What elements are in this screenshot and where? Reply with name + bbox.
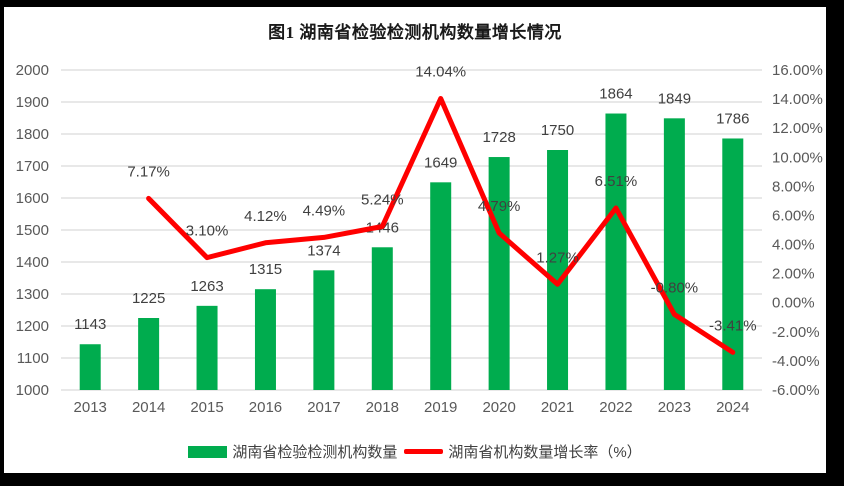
bar-value-label: 1750 xyxy=(541,122,574,139)
bar-2024[interactable] xyxy=(722,138,744,390)
chart-frame: 图1 湖南省检验检测机构数量增长情况 2000 1900 1800 1700 1600 1… xyxy=(4,7,826,473)
legend-label-bars: 湖南省检验检测机构数量 xyxy=(232,444,398,461)
left-axis-tick-label: 1800 xyxy=(16,126,49,143)
left-axis-tick-label: 1900 xyxy=(16,94,49,111)
x-axis-tick-label: 2020 xyxy=(482,399,515,416)
x-axis-tick-label: 2015 xyxy=(190,399,223,416)
bar-2022[interactable] xyxy=(605,113,627,391)
right-axis-tick-label: 14.00% xyxy=(772,91,823,108)
left-axis-tick-label: 1500 xyxy=(16,222,49,239)
right-axis-tick-label: 4.00% xyxy=(772,237,815,254)
line-value-label: 14.04% xyxy=(415,64,466,81)
bar-value-label: 1864 xyxy=(599,86,632,103)
bar-2017[interactable] xyxy=(313,270,335,390)
line-value-label: 3.10% xyxy=(186,223,229,240)
chart-legend: 湖南省检验检测机构数量 湖南省机构数量增长率（%） xyxy=(4,441,826,462)
bar-value-label: 1315 xyxy=(249,261,282,278)
line-value-label: 7.17% xyxy=(127,163,170,180)
right-axis-tick-label: 0.00% xyxy=(772,295,815,312)
bar-value-label: 1649 xyxy=(424,154,457,171)
x-axis-tick-label: 2014 xyxy=(132,399,165,416)
x-axis-tick-label: 2024 xyxy=(716,399,749,416)
line-value-label: 4.49% xyxy=(303,202,346,219)
right-axis-tick-label: -2.00% xyxy=(772,324,820,341)
bar-value-label: 1786 xyxy=(716,110,749,127)
bar-2023[interactable] xyxy=(663,118,685,390)
bar-value-label: 1374 xyxy=(307,242,340,259)
line-value-label: -3.41% xyxy=(709,317,757,334)
left-axis-tick-label: 1600 xyxy=(16,190,49,207)
left-axis-tick-label: 1400 xyxy=(16,254,49,271)
line-series-swatch-icon xyxy=(404,449,444,454)
bar-value-label: 1263 xyxy=(190,278,223,295)
x-axis-tick-label: 2016 xyxy=(249,399,282,416)
right-axis-tick-label: 16.00% xyxy=(772,62,823,79)
bar-2015[interactable] xyxy=(196,305,218,390)
line-value-label: 4.79% xyxy=(478,198,521,215)
bar-value-label: 1728 xyxy=(482,129,515,146)
x-axis-tick-label: 2013 xyxy=(74,399,107,416)
x-axis-tick-label: 2018 xyxy=(366,399,399,416)
left-axis-tick-label: 1700 xyxy=(16,158,49,175)
bar-2018[interactable] xyxy=(371,247,393,390)
line-value-label: -0.80% xyxy=(651,279,699,296)
x-axis-tick-label: 2021 xyxy=(541,399,574,416)
left-axis-tick-label: 1100 xyxy=(17,350,49,367)
legend-label-line: 湖南省机构数量增长率（%） xyxy=(448,444,642,461)
x-axis-tick-label: 2023 xyxy=(658,399,691,416)
bar-2014[interactable] xyxy=(138,318,160,390)
bar-value-label: 1225 xyxy=(132,290,165,307)
line-value-label: 4.12% xyxy=(244,208,287,225)
left-axis-tick-label: 2000 xyxy=(16,62,49,79)
right-axis-tick-label: 2.00% xyxy=(772,266,815,283)
line-value-label: 5.24% xyxy=(361,192,404,209)
right-axis-tick-label: -6.00% xyxy=(772,382,820,399)
right-axis-tick-label: 10.00% xyxy=(772,149,823,166)
x-axis-tick-label: 2017 xyxy=(307,399,340,416)
line-value-label: 1.27% xyxy=(536,249,579,266)
right-axis-tick-label: 12.00% xyxy=(772,120,823,137)
bar-2019[interactable] xyxy=(430,182,452,390)
left-axis-tick-label: 1000 xyxy=(16,382,49,399)
legend-item-line: 湖南省机构数量增长率（%） xyxy=(404,441,642,462)
chart-title: 图1 湖南省检验检测机构数量增长情况 xyxy=(268,23,562,42)
right-axis-tick-label: 6.00% xyxy=(772,207,815,224)
growth-rate-line[interactable] xyxy=(146,96,736,355)
bar-2016[interactable] xyxy=(254,289,276,390)
x-axis-tick-label: 2022 xyxy=(599,399,632,416)
bar-2013[interactable] xyxy=(79,344,101,390)
bar-series-swatch-icon xyxy=(188,445,228,458)
chart-plot-area: 2000 1900 1800 1700 1600 1500 1400 1300 1200 1100… xyxy=(16,62,823,416)
left-axis-tick-label: 1300 xyxy=(16,286,49,303)
left-axis-tick-label: 1200 xyxy=(16,318,49,335)
right-axis-tick-label: 8.00% xyxy=(772,178,815,195)
bar-value-label: 1849 xyxy=(658,90,691,107)
bar-2021[interactable] xyxy=(547,150,569,390)
x-axis-tick-label: 2019 xyxy=(424,399,457,416)
bar-2020[interactable] xyxy=(488,157,510,390)
right-axis-tick-label: -4.00% xyxy=(772,353,820,370)
legend-item-bars: 湖南省检验检测机构数量 xyxy=(188,441,397,462)
bar-value-label: 1143 xyxy=(74,316,106,333)
line-value-label: 6.51% xyxy=(595,173,638,190)
